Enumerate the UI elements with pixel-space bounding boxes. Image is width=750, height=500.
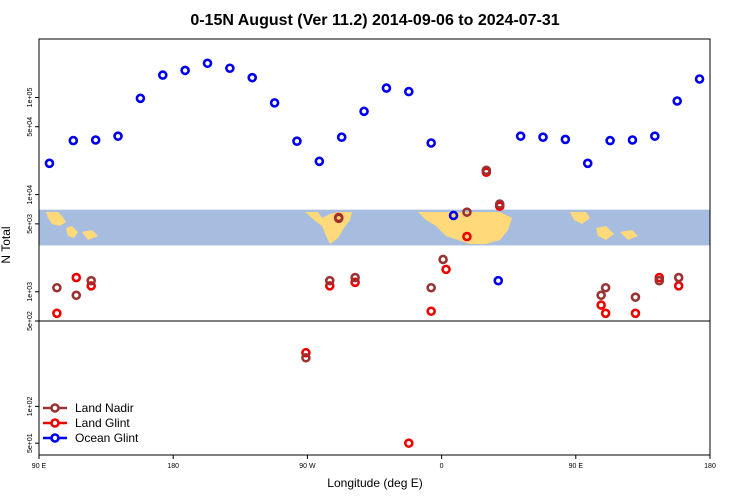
axis-ticks: 90 E 180 90 W 0 90 E 180 5e+02 1e+03 5e+03 1e+04 5… (27, 88, 716, 470)
land-nadir-point (71, 290, 82, 301)
ocean-glint-point (359, 106, 369, 117)
y-tick-label: 5e+04 (27, 117, 34, 137)
land-nadir-point (481, 165, 492, 176)
ocean-glint-point (538, 132, 548, 143)
x-tick-label: 90 W (299, 463, 316, 470)
x-tick-label: 90 E (569, 463, 584, 470)
ocean-glint-point (560, 134, 571, 145)
ocean-glint-point (90, 135, 101, 145)
x-axis-label: Longitude (deg E) (327, 476, 422, 490)
ocean-glint-point (403, 86, 414, 97)
y-tick-label: 1e+04 (27, 185, 34, 205)
land-glint-point (600, 308, 611, 319)
ocean-glint-point (336, 132, 347, 143)
ocean-glint-point (113, 131, 123, 141)
legend-label: Land Glint (75, 416, 130, 430)
land-nadir-point (630, 292, 641, 302)
x-tick-label: 90 E (32, 463, 47, 470)
land-glint-point (596, 300, 606, 310)
land-nadir-point (52, 282, 62, 293)
ocean-glint-point (225, 63, 235, 74)
ocean-glint-point (627, 135, 638, 145)
land-glint-point (673, 281, 684, 291)
land-nadir-point (673, 272, 684, 283)
land-glint-point (630, 308, 641, 319)
land-glint-point (350, 277, 360, 288)
land-nadir-point (494, 199, 505, 209)
land-nadir-point (333, 213, 344, 224)
land-glint-point (403, 438, 414, 448)
legend-marker (50, 418, 60, 428)
y-tick-label: 1e+05 (27, 88, 34, 108)
ocean-glint-point (515, 131, 526, 141)
ocean-glint-point (202, 58, 213, 69)
land-nadir-point (324, 275, 335, 286)
ocean-glint-point (650, 131, 660, 141)
y-tick-label: 5e+02 (27, 311, 34, 331)
land-shape (82, 230, 98, 240)
y-axis-label: N Total (0, 226, 13, 263)
land-nadir-point (426, 282, 436, 293)
land-glint-point (301, 347, 311, 358)
land-shape (418, 212, 512, 244)
y-tick-label: 5e+01 (27, 433, 34, 453)
x-tick-label: 180 (704, 463, 716, 470)
legend-label: Ocean Glint (75, 431, 139, 445)
land-nadir-point (462, 207, 472, 217)
ocean-glint-point (157, 70, 168, 80)
ocean-glint-point (605, 135, 615, 146)
land-nadir-point (301, 352, 311, 363)
land-glint-point (426, 306, 436, 317)
y-tick-label: 1e+02 (27, 396, 34, 416)
land-glint-point (462, 231, 472, 242)
legend-marker (50, 403, 60, 413)
ocean-glint-point (493, 275, 504, 286)
land-shape (620, 230, 638, 240)
ocean-glint-point (582, 158, 593, 169)
ocean-glint-point (672, 96, 682, 106)
ocean-glint-point (381, 83, 392, 93)
ocean-glint-point (180, 65, 190, 76)
land-nadir-point (438, 254, 448, 265)
legend-label: Land Nadir (75, 401, 134, 415)
ocean-glint-point (694, 74, 705, 84)
ocean-glint-point (247, 72, 258, 83)
land-shape (570, 212, 590, 224)
land-shape (596, 226, 614, 240)
legend-marker (50, 433, 60, 443)
ocean-glint-point (448, 210, 459, 221)
land-glint-point (441, 264, 451, 275)
x-tick-label: 0 (440, 463, 444, 470)
y-tick-label: 1e+03 (27, 282, 34, 302)
land-nadir-point (600, 282, 611, 293)
ocean-glint-point (292, 136, 302, 146)
ocean-band (39, 209, 710, 246)
ocean-glint-point (68, 135, 79, 146)
land-glint-point (52, 308, 62, 319)
data-points (44, 58, 705, 448)
land-glint-point (324, 281, 335, 291)
land-nadir-point (596, 290, 606, 301)
ocean-glint-point (314, 156, 325, 167)
world-map-band (39, 209, 710, 246)
land-nadir-point (350, 272, 360, 283)
chart-title: 0-15N August (Ver 11.2) 2014-09-06 to 20… (190, 12, 559, 29)
plot-frame (38, 38, 711, 456)
ocean-glint-point (135, 93, 146, 104)
y-tick-label: 5e+03 (27, 214, 34, 234)
ocean-glint-point (426, 138, 436, 148)
ocean-glint-point (269, 98, 280, 108)
x-tick-label: 180 (167, 463, 179, 470)
land-nadir-point (86, 275, 96, 286)
land-shape (66, 226, 78, 238)
land-nadir-point (654, 275, 665, 286)
land-glint-point (86, 281, 96, 291)
land-shape (46, 212, 66, 226)
plot-border (38, 38, 711, 456)
land-glint-point (71, 272, 82, 283)
ocean-glint-point (44, 158, 55, 169)
